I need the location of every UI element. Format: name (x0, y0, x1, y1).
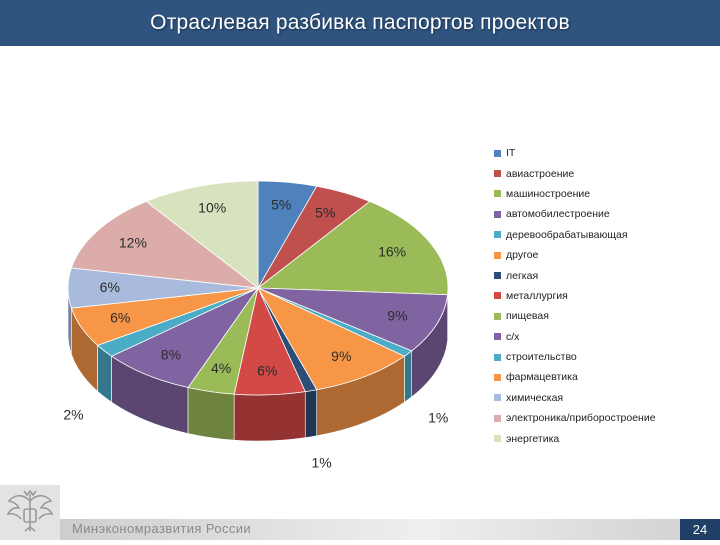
legend-item: электроника/приборостроение (494, 408, 714, 428)
legend-item: металлургия (494, 286, 714, 306)
data-label: 2% (63, 407, 83, 423)
legend-label: автомобилестроение (506, 208, 610, 220)
legend-item: строительство (494, 347, 714, 367)
legend-swatch (494, 292, 501, 299)
legend-swatch (494, 333, 501, 340)
legend-label: машиностроение (506, 188, 590, 200)
legend-swatch (494, 435, 501, 442)
legend-item: авиастроение (494, 163, 714, 183)
legend-label: деревообрабатывающая (506, 229, 628, 241)
pie-slice-side-пищевая (188, 387, 234, 440)
legend-swatch (494, 415, 501, 422)
legend-swatch (494, 313, 501, 320)
legend-swatch (494, 211, 501, 218)
legend-item: автомобилестроение (494, 204, 714, 224)
legend-item: с/х (494, 327, 714, 347)
data-label: 9% (331, 348, 351, 364)
data-label: 4% (211, 360, 231, 376)
data-label: 16% (378, 244, 406, 260)
data-label: 1% (428, 410, 448, 426)
legend-item: химическая (494, 388, 714, 408)
legend-item: легкая (494, 265, 714, 285)
legend-label: энергетика (506, 433, 559, 445)
data-label: 1% (311, 454, 331, 470)
data-label: 12% (119, 234, 147, 250)
legend-label: металлургия (506, 290, 568, 302)
legend-label: легкая (506, 270, 538, 282)
page-number: 24 (680, 519, 720, 540)
data-label: 6% (100, 279, 120, 295)
legend-label: другое (506, 249, 538, 261)
data-label: 5% (271, 197, 291, 213)
legend-swatch (494, 374, 501, 381)
legend-swatch (494, 231, 501, 238)
chart-legend: IT авиастроение машиностроение автомобилест… (494, 143, 714, 449)
data-label: 5% (315, 205, 335, 221)
legend-swatch (494, 272, 501, 279)
legend-item: другое (494, 245, 714, 265)
legend-item: фармацевтика (494, 367, 714, 387)
legend-label: химическая (506, 392, 563, 404)
emblem-logo (0, 485, 60, 540)
legend-swatch (494, 394, 501, 401)
legend-item: деревообрабатывающая (494, 225, 714, 245)
legend-swatch (494, 170, 501, 177)
legend-label: пищевая (506, 310, 549, 322)
title-bar: Отраслевая разбивка паспортов проектов (0, 0, 720, 46)
legend-label: авиастроение (506, 168, 574, 180)
legend-swatch (494, 354, 501, 361)
legend-swatch (494, 252, 501, 259)
legend-label: строительство (506, 351, 577, 363)
legend-label: электроника/приборостроение (506, 412, 656, 424)
data-label: 9% (387, 307, 407, 323)
legend-label: IT (506, 147, 515, 159)
footer-ministry-name: Минэкономразвития России (72, 521, 251, 536)
legend-item: энергетика (494, 428, 714, 448)
pie-slice-side-деревообрабатывающая (404, 351, 411, 402)
data-label: 8% (161, 347, 181, 363)
legend-item: машиностроение (494, 184, 714, 204)
pie-slice-side-металлургия (234, 392, 305, 441)
slide-title: Отраслевая разбивка паспортов проектов (150, 11, 570, 35)
legend-label: с/х (506, 331, 519, 343)
pie-slice-side-легкая (305, 390, 316, 438)
data-label: 6% (257, 362, 277, 378)
legend-label: фармацевтика (506, 371, 578, 383)
legend-swatch (494, 190, 501, 197)
legend-swatch (494, 150, 501, 157)
data-label: 6% (110, 310, 130, 326)
legend-item: пищевая (494, 306, 714, 326)
data-label: 10% (198, 200, 226, 216)
legend-item: IT (494, 143, 714, 163)
